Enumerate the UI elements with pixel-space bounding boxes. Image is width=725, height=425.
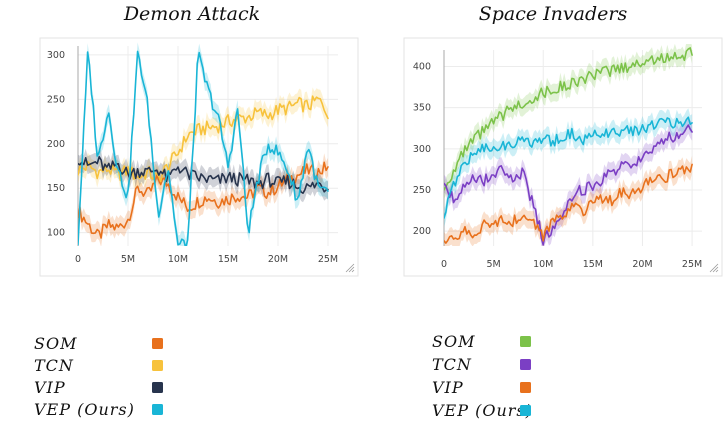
series-line-som <box>78 161 329 239</box>
legend-label: SOM <box>34 334 77 353</box>
tick-labels: 200 250 300 350 400 0 5M 10M 15M 20M 25M <box>413 61 702 270</box>
x-tick-label: 15M <box>218 254 238 265</box>
y-tick-label: 350 <box>413 103 431 114</box>
series-line-vip <box>444 163 693 244</box>
legend-label: VEP (Ours) <box>432 401 533 420</box>
band-som <box>78 153 328 246</box>
y-tick-label: 250 <box>413 185 431 196</box>
series-line-tcn <box>444 124 693 246</box>
y-tick-label: 400 <box>413 61 431 72</box>
plot-frame <box>403 37 723 277</box>
chart-title: Demon Attack <box>123 3 260 25</box>
y-tick-label: 200 <box>47 139 65 150</box>
legend-swatch-vip <box>152 382 163 393</box>
grid <box>77 46 338 246</box>
x-tick-label: 5M <box>121 254 135 265</box>
series-line-vep-ours <box>444 116 693 219</box>
legend-label: TCN <box>432 355 472 374</box>
series-line-som <box>444 47 693 191</box>
legend-swatch-vip <box>520 382 531 393</box>
x-tick-label: 25M <box>682 259 702 270</box>
legend-label: VEP (Ours) <box>34 400 135 419</box>
y-tick-label: 100 <box>47 228 65 239</box>
x-tick-label: 0 <box>75 254 81 265</box>
legend-space-invaders: SOM TCN VIP VEP (Ours) <box>432 332 533 420</box>
legend-swatch-som <box>520 336 531 347</box>
band-tcn <box>444 116 693 246</box>
legend-swatch-tcn <box>520 359 531 370</box>
x-tick-label: 10M <box>533 259 553 270</box>
legend-label: TCN <box>34 356 74 375</box>
y-tick-label: 300 <box>413 144 431 155</box>
x-tick-label: 5M <box>486 259 500 270</box>
legend-label: VIP <box>432 378 464 397</box>
series-line-tcn <box>78 95 329 183</box>
chart-title: Space Invaders <box>479 3 628 25</box>
legend-swatch-vep-ours <box>152 404 163 415</box>
legend-label: SOM <box>432 332 475 351</box>
resize-handle-icon[interactable] <box>709 263 719 273</box>
tick-labels: 100 150 200 250 300 0 5M 10M 15M 20M 25M <box>47 50 338 265</box>
legend-label: VIP <box>34 378 66 397</box>
series-line-vip <box>78 156 329 194</box>
band-vep-ours <box>444 108 693 227</box>
series-line-vep-ours <box>78 50 329 246</box>
y-tick-label: 300 <box>47 50 65 61</box>
legend-swatch-som <box>152 338 163 349</box>
x-tick-label: 0 <box>441 259 447 270</box>
x-tick-label: 25M <box>318 254 338 265</box>
resize-handle-icon[interactable] <box>345 263 355 273</box>
legend-swatch-tcn <box>152 360 163 371</box>
y-tick-label: 200 <box>413 226 431 237</box>
chart-demon-attack: Demon Attack 100 150 200 250 300 0 5M 10M 15M 20M… <box>39 3 359 277</box>
x-tick-label: 10M <box>168 254 188 265</box>
legend-demon-attack: SOM TCN VIP VEP (Ours) <box>34 334 163 419</box>
y-tick-label: 250 <box>47 94 65 105</box>
x-tick-label: 20M <box>268 254 288 265</box>
legend-swatch-vep-ours <box>520 405 531 416</box>
series-lines <box>444 47 693 246</box>
x-tick-label: 20M <box>632 259 652 270</box>
y-tick-label: 150 <box>47 183 65 194</box>
x-tick-label: 15M <box>583 259 603 270</box>
series-lines <box>78 50 329 246</box>
